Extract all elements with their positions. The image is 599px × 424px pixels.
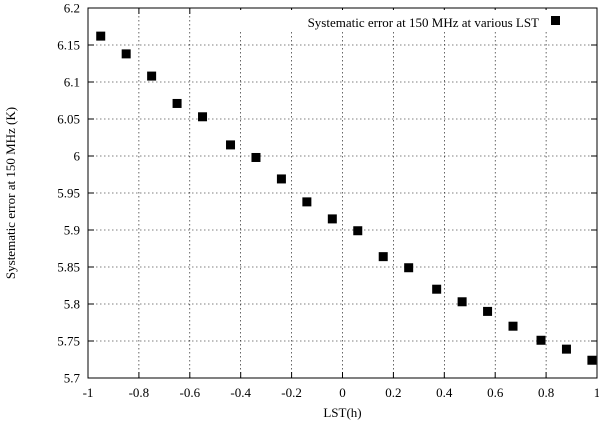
x-tick-label: -0.6 [180,385,201,400]
x-tick-label: -0.4 [230,385,251,400]
data-point [121,49,131,59]
data-point [353,226,363,236]
y-tick-label: 5.95 [57,186,80,201]
x-tick-label: 0.6 [487,385,504,400]
data-point [536,335,546,345]
legend: Systematic error at 150 MHz at various L… [226,10,592,32]
data-point [508,321,518,331]
legend-marker [551,16,560,25]
data-point [327,214,337,224]
grid [88,8,597,378]
x-axis-label: LST(h) [323,405,361,420]
y-tick-label: 6 [74,149,81,164]
data-point [96,31,106,41]
x-tick-label: 0.8 [538,385,554,400]
x-axis-tick-labels: -1 -0.8 -0.6 -0.4 -0.2 0 0.2 0.4 0.6 0.8 1 [83,385,599,400]
data-point [483,306,493,316]
y-tick-label: 6.1 [64,75,80,90]
data-points [96,31,597,365]
y-tick-label: 5.75 [57,334,80,349]
y-tick-label: 5.8 [64,297,80,312]
y-axis-label: Systematic error at 150 MHz (K) [3,107,18,279]
data-point [147,71,157,81]
x-tick-label: 1 [594,385,599,400]
data-point [457,297,467,307]
legend-background [226,10,592,32]
x-tick-label: -0.8 [129,385,150,400]
x-tick-label: 0.4 [436,385,453,400]
data-point [561,344,571,354]
y-tick-label: 6.2 [64,1,80,16]
data-point [172,98,182,108]
x-tick-label: -0.2 [281,385,302,400]
y-tick-label: 6.15 [57,38,80,53]
legend-label: Systematic error at 150 MHz at various L… [308,15,539,30]
data-point [587,355,597,365]
data-point [404,263,414,273]
data-point [226,140,236,150]
data-point [302,197,312,207]
y-tick-label: 5.7 [64,371,81,386]
x-tick-label: 0.2 [385,385,401,400]
y-tick-label: 6.05 [57,112,80,127]
data-point [276,174,286,184]
y-tick-label: 5.85 [57,260,80,275]
data-point [251,152,261,162]
data-point [432,284,442,294]
y-tick-label: 5.9 [64,223,80,238]
data-point [378,252,388,262]
x-tick-label: 0 [339,385,346,400]
data-point [198,112,208,122]
x-tick-label: -1 [83,385,94,400]
y-axis-tick-labels: 5.7 5.75 5.8 5.85 5.9 5.95 6 6.05 6.1 6.15 6.2 [57,1,80,386]
